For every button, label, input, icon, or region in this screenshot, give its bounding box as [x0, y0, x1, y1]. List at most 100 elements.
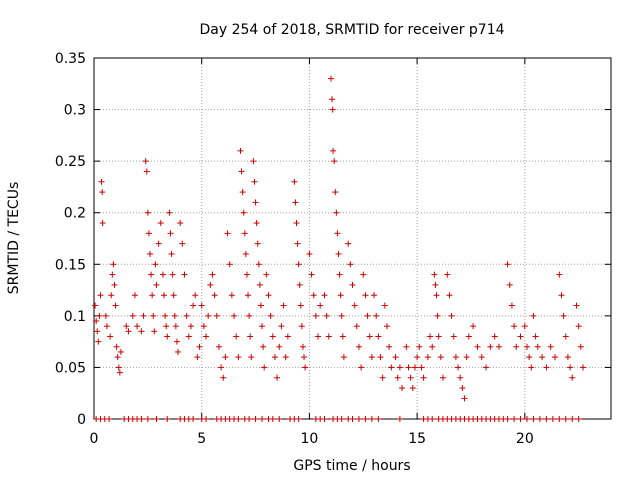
- data-point: [504, 416, 511, 422]
- data-point: [196, 343, 203, 350]
- data-point: [299, 343, 306, 350]
- data-point: [117, 348, 124, 355]
- x-tick-label: 0: [90, 431, 99, 447]
- data-point: [171, 312, 178, 319]
- data-point: [335, 250, 342, 257]
- data-point: [192, 292, 199, 299]
- data-point: [446, 292, 453, 299]
- data-point: [211, 292, 218, 299]
- data-point: [220, 374, 227, 381]
- data-point: [315, 333, 322, 340]
- data-point: [295, 416, 302, 422]
- y-tick-label: 0.15: [55, 257, 86, 273]
- data-point: [517, 416, 524, 422]
- data-point: [543, 364, 550, 371]
- data-point: [396, 364, 403, 371]
- data-point: [207, 281, 214, 288]
- data-point: [368, 416, 375, 422]
- data-point: [110, 261, 117, 268]
- data-point: [349, 416, 356, 422]
- data-point: [368, 354, 375, 361]
- data-point: [403, 343, 410, 350]
- data-point: [333, 209, 340, 216]
- data-point: [125, 328, 132, 335]
- data-point: [355, 343, 362, 350]
- data-point: [265, 292, 272, 299]
- data-point: [109, 271, 116, 278]
- y-axis-label: SRMTID / TECUs: [6, 182, 22, 295]
- data-point: [407, 374, 414, 381]
- data-point: [246, 416, 253, 422]
- data-point: [231, 312, 238, 319]
- data-point: [337, 292, 344, 299]
- data-point: [242, 250, 249, 257]
- data-point: [99, 220, 106, 227]
- data-point: [323, 312, 330, 319]
- data-point: [213, 312, 220, 319]
- data-point: [172, 323, 179, 330]
- data-point: [424, 354, 431, 361]
- data-point: [200, 323, 207, 330]
- data-point: [185, 333, 192, 340]
- data-point: [455, 364, 462, 371]
- data-point: [474, 343, 481, 350]
- data-point: [259, 416, 266, 422]
- data-point: [332, 189, 339, 196]
- data-point: [336, 271, 343, 278]
- data-point: [153, 281, 160, 288]
- data-point: [149, 292, 156, 299]
- data-point: [487, 343, 494, 350]
- data-point: [123, 323, 130, 330]
- data-point: [431, 271, 438, 278]
- data-point: [102, 312, 109, 319]
- data-point: [347, 261, 354, 268]
- data-point: [254, 240, 261, 247]
- data-point: [530, 312, 537, 319]
- data-point: [327, 75, 334, 82]
- data-point: [259, 323, 266, 330]
- data-point: [504, 261, 511, 268]
- data-point: [383, 323, 390, 330]
- data-point: [508, 302, 515, 309]
- data-point: [114, 354, 121, 361]
- data-point: [164, 416, 171, 422]
- y-tick-label: 0.3: [64, 103, 86, 119]
- y-tick-label: 0.25: [55, 154, 86, 170]
- data-point: [394, 374, 401, 381]
- data-point: [253, 220, 260, 227]
- data-point: [144, 209, 151, 216]
- data-point: [362, 416, 369, 422]
- data-point: [388, 364, 395, 371]
- data-point: [338, 312, 345, 319]
- data-point: [461, 395, 468, 402]
- data-point: [549, 416, 556, 422]
- data-point: [450, 333, 457, 340]
- data-point: [252, 199, 259, 206]
- data-point: [351, 302, 358, 309]
- data-point: [209, 271, 216, 278]
- data-point: [203, 416, 210, 422]
- data-point: [190, 416, 197, 422]
- data-point: [256, 281, 263, 288]
- data-point: [251, 178, 258, 185]
- data-point: [470, 323, 477, 330]
- data-point: [330, 147, 337, 154]
- data-point: [511, 323, 518, 330]
- data-point: [150, 312, 157, 319]
- data-point: [567, 364, 574, 371]
- data-point: [175, 348, 182, 355]
- data-point: [308, 271, 315, 278]
- data-point: [377, 354, 384, 361]
- data-point: [465, 333, 472, 340]
- data-point: [375, 333, 382, 340]
- data-point: [261, 364, 268, 371]
- data-point: [528, 364, 535, 371]
- data-point: [329, 106, 336, 113]
- data-point: [107, 333, 114, 340]
- data-point: [298, 323, 305, 330]
- data-point: [573, 302, 580, 309]
- data-point: [523, 416, 530, 422]
- data-point: [257, 302, 264, 309]
- data-point: [364, 312, 371, 319]
